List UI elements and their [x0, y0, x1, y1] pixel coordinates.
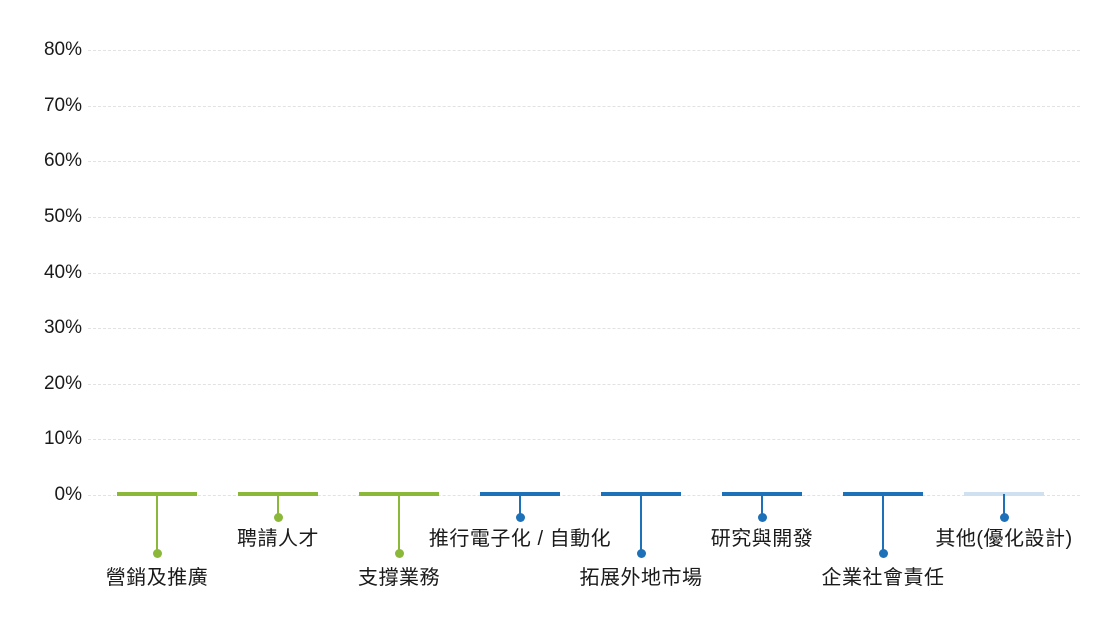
gridline-0% [88, 495, 1080, 496]
gridline-70% [88, 105, 1080, 107]
data-point-dot [273, 512, 283, 522]
y-axis-tick-label: 10% [43, 428, 82, 450]
leader-line [397, 494, 401, 553]
data-point-dot [394, 548, 404, 558]
leader-line [518, 494, 522, 517]
leader-line [881, 494, 885, 553]
data-point-dot [757, 512, 767, 522]
y-axis-tick-label: 0% [54, 484, 82, 505]
y-axis-tick-label: 30% [43, 317, 82, 339]
y-axis-tick-label: 50% [43, 205, 82, 227]
category-label: 拓展外地市場 [579, 567, 703, 589]
leader-line [639, 494, 643, 553]
leader-line [276, 494, 280, 517]
category-label: 其他(優化設計) [935, 528, 1073, 550]
data-point-dot [878, 548, 888, 558]
category-label: 推行電子化 / 自動化 [428, 528, 612, 550]
category-label: 支撐業務 [358, 567, 440, 589]
data-point-dot [152, 548, 162, 558]
leader-line [1002, 494, 1006, 517]
y-axis-tick-label: 80% [43, 39, 82, 60]
category-label: 研究與開發 [710, 528, 814, 550]
gridline-20% [88, 383, 1080, 385]
data-point-dot [636, 548, 646, 558]
category-label: 企業社會責任 [821, 567, 945, 589]
y-axis-tick-label: 20% [43, 372, 82, 394]
gridline-50% [88, 216, 1080, 218]
category-label: 營銷及推廣 [105, 567, 209, 589]
gridline-10% [88, 439, 1080, 441]
category-label: 聘請人才 [237, 528, 319, 550]
y-axis-tick-label: 60% [43, 150, 82, 172]
gridline-40% [88, 272, 1080, 274]
gridline-60% [88, 161, 1080, 163]
y-axis-tick-label: 40% [43, 261, 82, 283]
leader-line [155, 494, 159, 553]
data-point-dot [999, 512, 1009, 522]
gridline-30% [88, 328, 1080, 330]
data-point-dot [515, 512, 525, 522]
y-axis-tick-label: 70% [43, 94, 82, 116]
leader-line [760, 494, 764, 517]
gridline-80% [88, 50, 1080, 51]
